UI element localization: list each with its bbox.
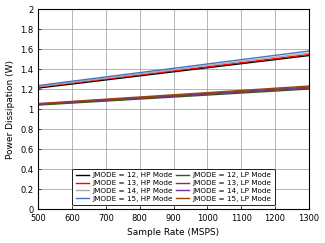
JMODE = 12, HP Mode bbox=[264, 59, 268, 62]
JMODE = 15, HP Mode bbox=[202, 63, 206, 66]
JMODE = 13, LP Mode bbox=[202, 93, 206, 96]
JMODE = 15, HP Mode bbox=[37, 84, 41, 87]
JMODE = 15, HP Mode bbox=[307, 50, 311, 52]
JMODE = 14, LP Mode bbox=[197, 93, 201, 95]
JMODE = 15, LP Mode bbox=[197, 92, 201, 95]
JMODE = 13, HP Mode bbox=[37, 86, 41, 88]
JMODE = 13, HP Mode bbox=[202, 66, 206, 69]
Line: JMODE = 13, HP Mode: JMODE = 13, HP Mode bbox=[38, 54, 309, 87]
JMODE = 13, HP Mode bbox=[197, 66, 201, 69]
JMODE = 14, HP Mode bbox=[307, 52, 311, 54]
JMODE = 12, LP Mode bbox=[37, 104, 41, 106]
Line: JMODE = 14, HP Mode: JMODE = 14, HP Mode bbox=[38, 53, 309, 87]
JMODE = 12, LP Mode bbox=[197, 94, 201, 97]
JMODE = 14, HP Mode bbox=[202, 65, 206, 68]
JMODE = 14, HP Mode bbox=[264, 57, 268, 60]
JMODE = 13, LP Mode bbox=[264, 89, 268, 92]
JMODE = 12, HP Mode bbox=[197, 67, 201, 70]
JMODE = 14, HP Mode bbox=[37, 85, 41, 88]
JMODE = 13, LP Mode bbox=[197, 93, 201, 96]
JMODE = 13, LP Mode bbox=[37, 103, 41, 106]
JMODE = 12, HP Mode bbox=[36, 87, 40, 89]
JMODE = 13, HP Mode bbox=[307, 53, 311, 56]
Line: JMODE = 12, LP Mode: JMODE = 12, LP Mode bbox=[38, 89, 309, 105]
JMODE = 14, LP Mode bbox=[197, 93, 201, 95]
JMODE = 14, LP Mode bbox=[36, 103, 40, 105]
JMODE = 15, LP Mode bbox=[202, 91, 206, 94]
JMODE = 12, HP Mode bbox=[281, 57, 285, 60]
JMODE = 12, HP Mode bbox=[307, 54, 311, 57]
JMODE = 15, LP Mode bbox=[197, 92, 201, 95]
JMODE = 14, LP Mode bbox=[264, 88, 268, 91]
JMODE = 15, HP Mode bbox=[281, 53, 285, 56]
Line: JMODE = 14, LP Mode: JMODE = 14, LP Mode bbox=[38, 87, 309, 104]
JMODE = 14, LP Mode bbox=[281, 87, 285, 90]
Y-axis label: Power Dissipation (W): Power Dissipation (W) bbox=[6, 60, 15, 158]
JMODE = 14, HP Mode bbox=[36, 85, 40, 88]
JMODE = 14, HP Mode bbox=[197, 65, 201, 68]
JMODE = 15, LP Mode bbox=[281, 86, 285, 89]
JMODE = 13, HP Mode bbox=[36, 86, 40, 88]
Line: JMODE = 13, LP Mode: JMODE = 13, LP Mode bbox=[38, 88, 309, 104]
JMODE = 13, LP Mode bbox=[36, 103, 40, 106]
JMODE = 15, HP Mode bbox=[197, 64, 201, 67]
JMODE = 14, HP Mode bbox=[281, 55, 285, 58]
JMODE = 15, LP Mode bbox=[36, 102, 40, 105]
JMODE = 14, LP Mode bbox=[307, 86, 311, 88]
JMODE = 13, HP Mode bbox=[197, 66, 201, 69]
JMODE = 13, HP Mode bbox=[264, 58, 268, 61]
JMODE = 15, HP Mode bbox=[36, 84, 40, 87]
JMODE = 15, LP Mode bbox=[264, 87, 268, 90]
JMODE = 12, HP Mode bbox=[197, 67, 201, 70]
Line: JMODE = 15, HP Mode: JMODE = 15, HP Mode bbox=[38, 51, 309, 86]
JMODE = 13, LP Mode bbox=[197, 93, 201, 96]
JMODE = 14, LP Mode bbox=[202, 92, 206, 95]
JMODE = 15, LP Mode bbox=[307, 85, 311, 87]
JMODE = 12, LP Mode bbox=[281, 89, 285, 92]
JMODE = 14, LP Mode bbox=[37, 103, 41, 105]
JMODE = 12, LP Mode bbox=[197, 94, 201, 97]
JMODE = 15, LP Mode bbox=[37, 102, 41, 105]
JMODE = 12, LP Mode bbox=[202, 94, 206, 97]
Line: JMODE = 12, HP Mode: JMODE = 12, HP Mode bbox=[38, 56, 309, 88]
Line: JMODE = 15, LP Mode: JMODE = 15, LP Mode bbox=[38, 86, 309, 104]
Legend: JMODE = 12, HP Mode, JMODE = 13, HP Mode, JMODE = 14, HP Mode, JMODE = 15, HP Mo: JMODE = 12, HP Mode, JMODE = 13, HP Mode… bbox=[72, 169, 275, 205]
JMODE = 12, LP Mode bbox=[307, 87, 311, 90]
JMODE = 12, HP Mode bbox=[37, 87, 41, 89]
X-axis label: Sample Rate (MSPS): Sample Rate (MSPS) bbox=[127, 228, 220, 237]
JMODE = 12, HP Mode bbox=[202, 67, 206, 69]
JMODE = 13, HP Mode bbox=[281, 56, 285, 59]
JMODE = 12, LP Mode bbox=[264, 90, 268, 93]
JMODE = 13, LP Mode bbox=[307, 87, 311, 89]
JMODE = 14, HP Mode bbox=[197, 65, 201, 68]
JMODE = 12, LP Mode bbox=[36, 104, 40, 106]
JMODE = 15, HP Mode bbox=[197, 64, 201, 67]
JMODE = 13, LP Mode bbox=[281, 88, 285, 91]
JMODE = 15, HP Mode bbox=[264, 55, 268, 58]
